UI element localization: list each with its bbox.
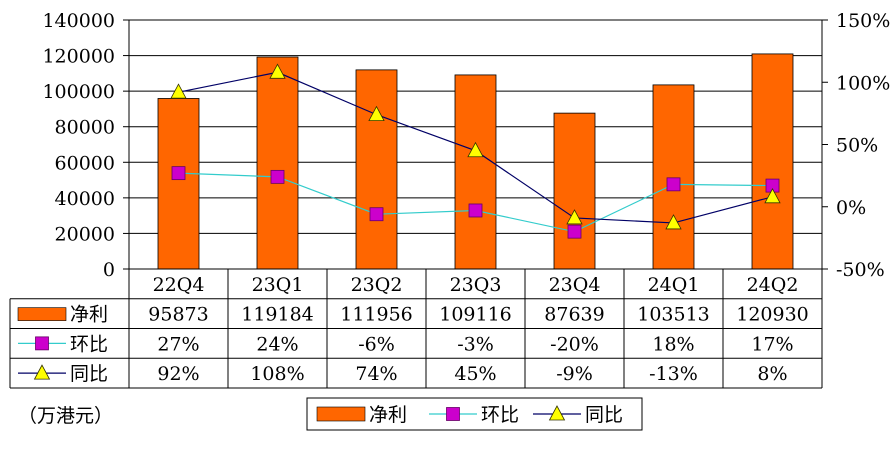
data-point <box>566 209 583 225</box>
y-left-tick-label: 60000 <box>55 152 115 174</box>
table-cell: 92% <box>157 363 199 385</box>
bar <box>553 112 596 270</box>
legend-label: 净利 <box>369 404 407 426</box>
table-cell: 24% <box>256 333 298 355</box>
y-right-tick-label: 150% <box>836 10 890 32</box>
y-left-tick-label: 140000 <box>42 10 115 32</box>
axes: 0 20000 40000 60000 80000 100000 120000 140000 -… <box>42 10 890 281</box>
category-label: 23Q4 <box>549 274 601 296</box>
table-cell: 27% <box>157 333 199 355</box>
table-cell: 111956 <box>340 304 413 326</box>
table-cell: 119184 <box>241 304 314 326</box>
bar <box>256 56 299 270</box>
data-point <box>171 166 186 181</box>
table-cell: 74% <box>355 363 397 385</box>
y-right-tick-label: 0% <box>836 197 866 219</box>
table-cell: 103513 <box>637 304 710 326</box>
row-key-swatch <box>17 307 67 321</box>
y-left-tick-label: 120000 <box>42 46 115 68</box>
table-cell: -6% <box>358 333 395 355</box>
row-label: 环比 <box>70 333 108 355</box>
legend-marker <box>548 405 566 421</box>
table-cell: 45% <box>454 363 496 385</box>
table-cell: -3% <box>457 333 494 355</box>
bar <box>751 53 794 270</box>
legend-label: 同比 <box>585 404 623 426</box>
category-label: 24Q2 <box>747 274 799 296</box>
data-point <box>666 177 681 192</box>
data-point <box>368 105 385 122</box>
legend-swatch <box>316 406 366 422</box>
data-point <box>269 63 286 79</box>
data-point <box>764 187 781 204</box>
data-point <box>270 169 285 184</box>
category-label: 24Q1 <box>648 274 700 296</box>
unit-label: （万港元） <box>18 405 114 427</box>
category-label: 23Q2 <box>351 274 403 296</box>
category-label: 23Q1 <box>252 274 304 296</box>
y-left-tick-label: 80000 <box>55 117 115 139</box>
data-point <box>567 224 582 239</box>
bar <box>157 98 200 270</box>
y-right-tick-label: 50% <box>836 135 878 157</box>
data-point <box>467 141 484 158</box>
bar <box>454 74 497 270</box>
table-cell: 95873 <box>148 304 208 326</box>
bar <box>355 69 398 270</box>
data-point <box>468 203 483 218</box>
legend-label: 环比 <box>481 404 519 426</box>
category-label: 22Q4 <box>153 274 205 296</box>
table-cell: 109116 <box>439 304 512 326</box>
bar-series-net-profit <box>157 53 794 270</box>
line-series <box>170 63 781 239</box>
y-left-tick-label: 0 <box>103 259 115 281</box>
row-label: 净利 <box>70 304 108 326</box>
table-cell: -9% <box>556 363 593 385</box>
table-cell: 108% <box>250 363 304 385</box>
table-cell: 87639 <box>544 304 604 326</box>
table-cell: 8% <box>757 363 787 385</box>
y-right-tick-label: 100% <box>836 72 890 94</box>
data-table: 22Q4 23Q1 23Q2 23Q3 23Q4 24Q1 24Q2 净利 95873 11918… <box>9 268 823 389</box>
table-cell: -13% <box>649 363 698 385</box>
data-point <box>665 214 682 230</box>
y-right-tick-label: -50% <box>836 259 885 281</box>
y-left-tick-label: 100000 <box>42 81 115 103</box>
row-label: 同比 <box>70 363 108 385</box>
legend-marker <box>446 407 460 421</box>
table-cell: -20% <box>550 333 599 355</box>
table-cell: 17% <box>751 333 793 355</box>
y-left-tick-label: 40000 <box>55 188 115 210</box>
data-point <box>369 207 384 222</box>
row-key-marker <box>35 336 49 351</box>
table-cell: 18% <box>652 333 694 355</box>
legend: 净利 环比 同比 <box>306 397 643 431</box>
bar <box>652 84 695 270</box>
y-left-tick-label: 20000 <box>55 223 115 245</box>
row-key-marker <box>33 364 51 380</box>
category-label: 23Q3 <box>450 274 502 296</box>
data-point <box>170 83 187 99</box>
table-cell: 120930 <box>736 304 809 326</box>
